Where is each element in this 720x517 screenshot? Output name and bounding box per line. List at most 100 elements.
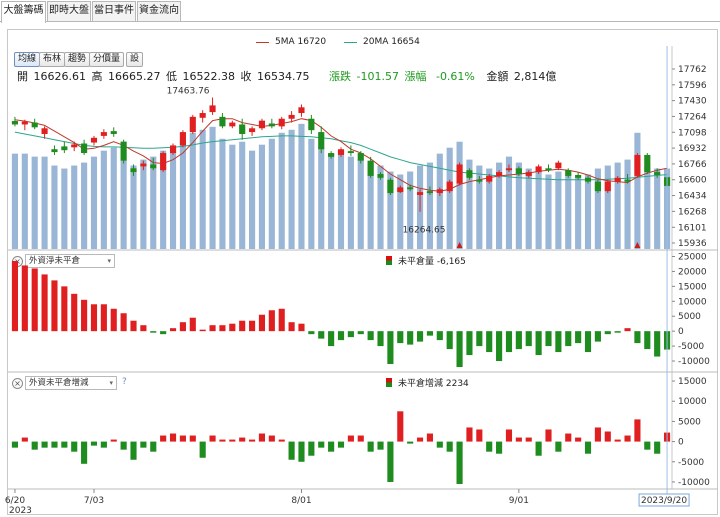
value-tick-label: -5000 xyxy=(678,458,704,468)
ohlc-info: 開 16626.61 高 16665.27 低 16522.38 收 16534… xyxy=(17,68,558,84)
value-tick-label: -10000 xyxy=(678,478,710,488)
candle-body xyxy=(110,131,117,134)
price-volume-button[interactable]: 分價量 xyxy=(89,52,125,67)
candle xyxy=(160,151,167,173)
candle xyxy=(505,164,513,173)
value-tick-label: 0 xyxy=(678,438,684,448)
candle-body xyxy=(61,146,68,151)
volume-bar xyxy=(150,156,157,249)
volume-bar xyxy=(110,147,117,249)
volume-bar xyxy=(397,174,404,249)
net-oi-bar xyxy=(426,331,433,336)
net-oi-bar xyxy=(476,331,483,347)
panel3-indicator-select[interactable]: 外資未平倉增減 ▾ xyxy=(25,376,117,390)
net-oi-bar xyxy=(644,331,651,350)
volume-bar xyxy=(446,147,453,249)
candle xyxy=(347,145,354,156)
panel2-indicator-select[interactable]: 外資淨未平倉 ▾ xyxy=(25,254,115,268)
net-oi-bar xyxy=(515,331,522,350)
candle-body xyxy=(644,154,651,173)
net-oi-bar xyxy=(466,331,473,356)
change-value: -101.57 xyxy=(356,70,399,83)
net-oi-bar xyxy=(229,323,236,332)
volume-bar xyxy=(337,150,345,249)
volume-bar xyxy=(308,138,315,249)
net-oi-bar xyxy=(318,331,325,339)
oi-change-bar xyxy=(614,439,621,442)
candle-body xyxy=(594,181,601,192)
candle-body xyxy=(377,174,384,178)
net-oi-bar xyxy=(239,320,246,332)
oi-change-bar xyxy=(308,441,315,456)
ma5-legend-label: 5MA 16720 xyxy=(275,37,327,47)
net-oi-bar xyxy=(584,331,592,353)
candle-body xyxy=(51,149,58,153)
candle xyxy=(140,160,147,171)
price-tick-label: 15936 xyxy=(678,239,707,249)
tab-realtime-market[interactable]: 即時大盤 xyxy=(47,1,91,21)
volume-bar xyxy=(407,171,414,249)
net-oi-bar xyxy=(367,331,374,341)
tab-fund-flow[interactable]: 資金流向 xyxy=(137,1,181,21)
candle xyxy=(209,97,216,115)
oi-change-bar xyxy=(486,441,493,452)
oi-change-bar xyxy=(239,437,246,442)
candle-body xyxy=(624,179,631,182)
candle-body xyxy=(229,122,236,127)
price-tick-label: 17430 xyxy=(678,97,707,107)
oi-change-bar xyxy=(634,419,641,442)
volume-bar xyxy=(624,159,631,249)
value-tick-label: 15000 xyxy=(678,377,707,387)
value-tick-label: -5000 xyxy=(678,342,704,352)
volume-bar xyxy=(486,168,493,249)
volume-bar xyxy=(654,168,661,249)
candle-body xyxy=(249,128,256,133)
tab-bar: 大盤籌碼 即時大盤 當日事件 資金流向 xyxy=(0,0,720,23)
candle-body xyxy=(140,163,147,167)
help-icon[interactable]: ? xyxy=(122,377,127,387)
volume-bar xyxy=(288,129,295,249)
date-tick-label: 8/01 xyxy=(291,496,311,506)
candle xyxy=(466,168,473,180)
oi-change-bar xyxy=(565,433,572,442)
candle-body xyxy=(535,166,542,173)
value-tick-label: 20000 xyxy=(678,267,707,277)
net-oi-bar xyxy=(436,331,443,341)
oi-change-bar xyxy=(219,439,226,442)
close-panel3-icon[interactable]: × xyxy=(12,378,23,389)
tab-market-chips[interactable]: 大盤籌碼 xyxy=(1,1,46,23)
volume-bar xyxy=(189,132,196,249)
oi-change-bar xyxy=(604,431,611,442)
tab-daily-events[interactable]: 當日事件 xyxy=(92,1,136,21)
candle-body xyxy=(199,113,206,118)
oi-change-bar xyxy=(100,441,107,448)
candle xyxy=(11,116,19,127)
candle-body xyxy=(209,105,216,113)
candle-body xyxy=(545,168,552,171)
candle-body xyxy=(130,168,137,173)
net-oi-bar xyxy=(634,331,641,344)
volume-bar xyxy=(318,147,325,249)
oi-change-bar xyxy=(51,441,58,448)
candle-body xyxy=(100,132,107,136)
net-oi-bar xyxy=(575,331,582,344)
candle xyxy=(179,130,186,148)
candle-body xyxy=(189,116,196,133)
candle-body xyxy=(219,116,226,127)
net-oi-bar xyxy=(278,308,285,332)
oi-change-bar xyxy=(209,435,216,442)
oi-change-bar xyxy=(199,441,206,458)
candle-body xyxy=(150,164,157,169)
volume-bar xyxy=(436,153,443,249)
candle xyxy=(426,186,433,195)
oi-change-bar xyxy=(288,441,295,460)
candle xyxy=(604,179,611,194)
candle-body xyxy=(604,181,611,192)
candle xyxy=(486,174,493,184)
volume-bar xyxy=(614,162,621,249)
oi-change-bar xyxy=(624,435,631,442)
candle xyxy=(594,179,601,194)
settings-button[interactable]: 設 xyxy=(126,52,144,67)
oi-change-bar xyxy=(387,441,394,482)
